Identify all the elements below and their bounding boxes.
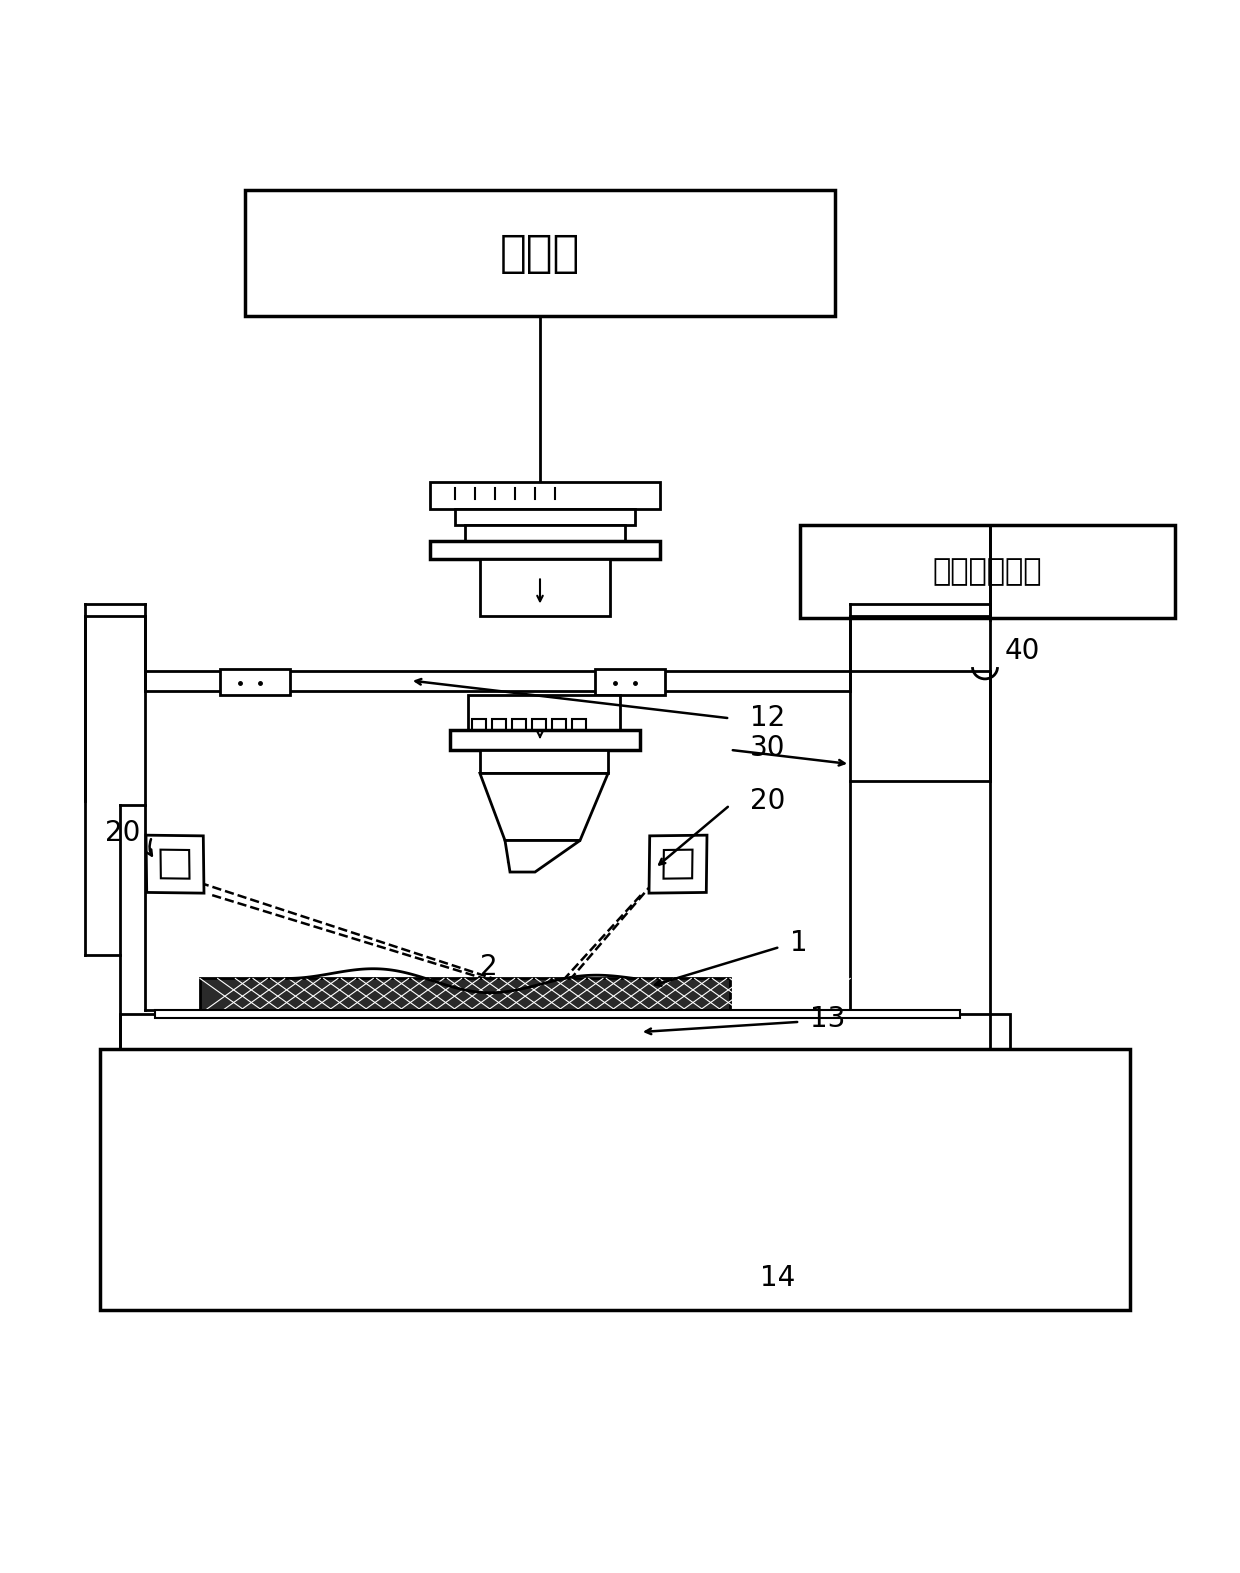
Bar (155, 1010, 960, 1018)
Text: 30: 30 (750, 735, 785, 763)
Bar (100, 1049, 1130, 1310)
Polygon shape (146, 835, 205, 893)
Text: 40: 40 (1004, 637, 1040, 665)
Bar (145, 672, 849, 691)
Bar (120, 1015, 1011, 1049)
Bar (552, 719, 565, 730)
Text: 2: 2 (480, 953, 497, 980)
Bar (512, 719, 526, 730)
Polygon shape (505, 840, 580, 871)
Bar (450, 730, 640, 750)
Bar (572, 719, 587, 730)
Bar (430, 541, 660, 558)
Polygon shape (649, 835, 707, 893)
Bar (800, 525, 1176, 618)
Bar (480, 750, 608, 774)
Text: 激光器: 激光器 (500, 231, 580, 275)
Bar (200, 978, 730, 1015)
Text: 1: 1 (790, 930, 807, 956)
Text: 12: 12 (750, 705, 785, 733)
Text: 20: 20 (105, 818, 140, 846)
Bar (430, 481, 660, 510)
Text: 14: 14 (760, 1265, 795, 1291)
Text: 信号处理模块: 信号处理模块 (932, 557, 1043, 587)
Bar (455, 510, 635, 525)
Polygon shape (663, 849, 692, 879)
Bar (472, 719, 486, 730)
Polygon shape (480, 774, 608, 840)
Bar (480, 558, 610, 617)
Polygon shape (160, 849, 190, 879)
Bar (595, 670, 665, 695)
Text: 13: 13 (810, 1005, 846, 1033)
Bar (532, 719, 546, 730)
Bar (465, 525, 625, 541)
Bar (219, 670, 290, 695)
Bar (467, 695, 620, 730)
Text: 20: 20 (750, 786, 785, 815)
Bar (492, 719, 506, 730)
Bar (246, 190, 835, 316)
